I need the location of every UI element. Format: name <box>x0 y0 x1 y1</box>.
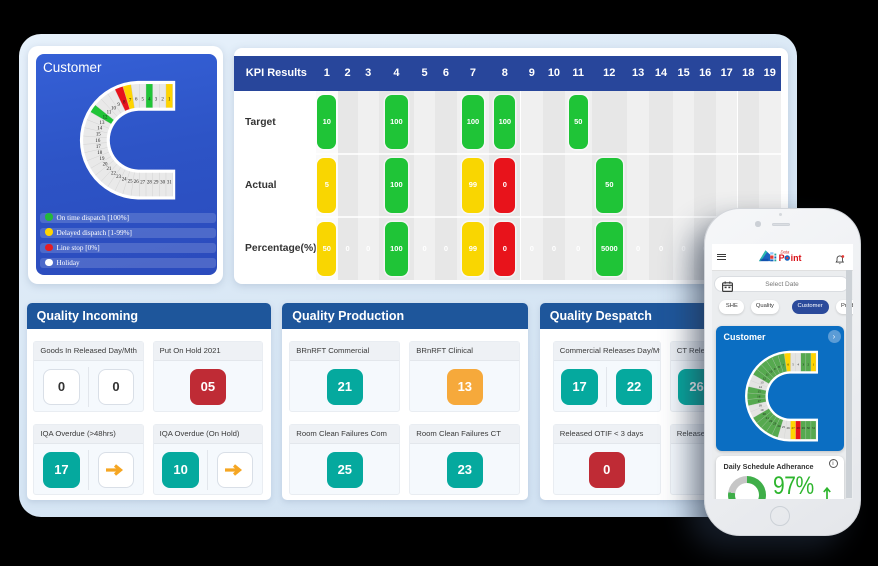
svg-text:5: 5 <box>141 98 144 103</box>
svg-text:28: 28 <box>796 426 800 430</box>
svg-text:P: P <box>779 253 785 263</box>
svg-text:4: 4 <box>148 98 151 103</box>
svg-text:8: 8 <box>778 365 780 369</box>
svg-text:19: 19 <box>760 408 764 412</box>
svg-text:1: 1 <box>168 98 171 103</box>
svg-text:13: 13 <box>100 121 105 126</box>
svg-text:28: 28 <box>147 180 152 185</box>
svg-text:16: 16 <box>757 394 761 398</box>
svg-text:4: 4 <box>797 362 799 366</box>
svg-text:30: 30 <box>160 180 165 185</box>
svg-text:29: 29 <box>801 426 805 430</box>
svg-text:8: 8 <box>123 100 126 105</box>
svg-text:22: 22 <box>769 419 773 423</box>
svg-text:7: 7 <box>782 363 784 367</box>
svg-text:17: 17 <box>757 399 761 403</box>
svg-text:13: 13 <box>760 380 764 384</box>
svg-text:22: 22 <box>111 171 116 176</box>
svg-text:9: 9 <box>774 367 776 371</box>
svg-text:10: 10 <box>769 369 773 373</box>
svg-text:7: 7 <box>129 99 132 104</box>
svg-text:11: 11 <box>107 111 112 116</box>
svg-text:26: 26 <box>134 180 139 185</box>
svg-text:30: 30 <box>807 426 811 430</box>
svg-text:25: 25 <box>128 179 133 184</box>
svg-text:15: 15 <box>757 389 761 393</box>
svg-text:23: 23 <box>116 175 121 180</box>
svg-text:16: 16 <box>95 139 100 144</box>
svg-text:20: 20 <box>762 412 766 416</box>
svg-text:24: 24 <box>777 424 781 428</box>
svg-text:18: 18 <box>97 151 102 156</box>
svg-text:29: 29 <box>154 180 159 185</box>
svg-text:1: 1 <box>812 362 814 366</box>
svg-text:26: 26 <box>786 426 790 430</box>
svg-text:9: 9 <box>117 103 120 108</box>
svg-text:6: 6 <box>787 363 789 367</box>
svg-text:10: 10 <box>111 107 116 112</box>
svg-text:18: 18 <box>758 403 762 407</box>
svg-text:23: 23 <box>773 422 777 426</box>
svg-text:12: 12 <box>103 116 108 121</box>
svg-text:31: 31 <box>167 180 172 185</box>
svg-text:27: 27 <box>140 180 145 185</box>
svg-text:15: 15 <box>96 133 101 138</box>
svg-text:3: 3 <box>802 362 804 366</box>
svg-text:2: 2 <box>161 98 164 103</box>
svg-text:21: 21 <box>765 416 769 420</box>
svg-text:5: 5 <box>792 362 794 366</box>
svg-text:17: 17 <box>96 145 101 150</box>
svg-text:Data: Data <box>781 249 791 254</box>
svg-text:2: 2 <box>807 362 809 366</box>
svg-text:25: 25 <box>782 425 786 429</box>
svg-text:20: 20 <box>103 162 108 167</box>
svg-text:21: 21 <box>106 167 111 172</box>
svg-text:int: int <box>791 253 802 263</box>
svg-text:12: 12 <box>762 376 766 380</box>
svg-text:27: 27 <box>791 426 795 430</box>
svg-text:6: 6 <box>135 98 138 103</box>
svg-text:19: 19 <box>100 157 105 162</box>
svg-text:31: 31 <box>812 426 816 430</box>
svg-text:14: 14 <box>758 385 762 389</box>
svg-text:3: 3 <box>155 98 158 103</box>
svg-text:24: 24 <box>122 177 127 182</box>
svg-text:11: 11 <box>765 373 768 377</box>
svg-text:14: 14 <box>97 127 102 132</box>
